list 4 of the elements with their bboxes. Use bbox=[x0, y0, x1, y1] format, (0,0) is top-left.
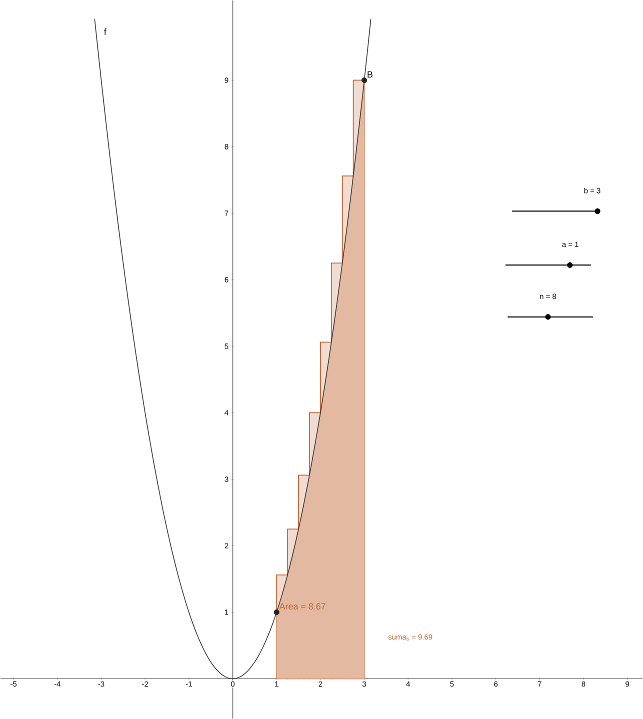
annotation: B bbox=[368, 71, 372, 78]
line-series bbox=[94, 18, 372, 680]
series-label: f bbox=[104, 28, 106, 35]
annotation: Area = 8.67 bbox=[279, 603, 326, 610]
